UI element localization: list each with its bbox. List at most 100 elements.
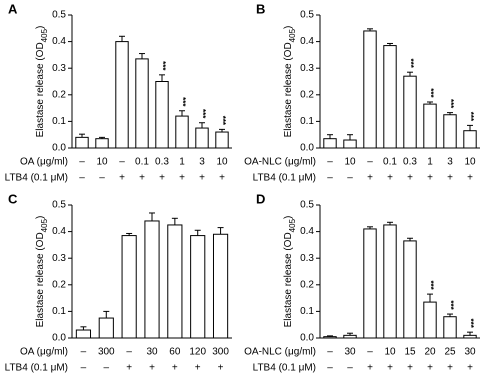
row-value: + — [447, 173, 453, 184]
y-tick-label: 0.4 — [52, 226, 66, 237]
row-value: + — [407, 173, 413, 184]
row-value: – — [327, 157, 333, 168]
y-axis-label-part: ) — [35, 216, 46, 219]
row-label: OA-NLC (μg/ml) — [244, 347, 316, 358]
bar — [212, 233, 229, 339]
y-tick-label: 0.0 — [300, 143, 314, 154]
y-tick-label: 0.3 — [52, 63, 66, 74]
row-value: 300 — [98, 347, 115, 358]
bar — [323, 336, 337, 339]
row-value: – — [327, 173, 333, 184]
row-label: OA-NLC (μg/ml) — [244, 157, 316, 168]
row-label: LTB4 (0.1 μM) — [5, 173, 68, 184]
y-tick-label: 0.5 — [52, 10, 66, 21]
row-value: 10 — [216, 157, 228, 168]
row-value: – — [104, 363, 110, 374]
row-value: 10 — [464, 157, 476, 168]
row-value: 3 — [199, 157, 205, 168]
bar — [135, 58, 149, 149]
y-tick-label: 0.3 — [300, 63, 314, 74]
y-axis-label-part: Elastase release (OD — [283, 232, 294, 327]
row-value: 300 — [212, 347, 229, 358]
bar — [75, 136, 89, 149]
row-value: + — [218, 363, 224, 374]
row-value: – — [119, 157, 125, 168]
bar — [121, 235, 137, 339]
row-label: LTB4 (0.1 μM) — [253, 173, 316, 184]
bar — [343, 334, 357, 339]
bar — [423, 103, 437, 149]
bar — [98, 317, 114, 339]
row-value: + — [467, 173, 473, 184]
bar — [443, 316, 457, 339]
row-value: 25 — [444, 347, 456, 358]
bar — [463, 334, 477, 339]
row-value: + — [427, 363, 433, 374]
y-tick-label: 0.1 — [300, 306, 314, 317]
row-value: 60 — [169, 347, 181, 358]
row-value: 0.3 — [403, 157, 417, 168]
panel-letter: D — [256, 191, 265, 206]
panel-letter: A — [8, 1, 18, 16]
significance: *** — [406, 59, 415, 69]
bar — [423, 301, 437, 339]
significance: *** — [426, 88, 435, 98]
y-tick-label: 0.0 — [52, 333, 66, 344]
y-tick-label: 0.2 — [52, 89, 66, 100]
bar — [403, 240, 417, 339]
row-value: 15 — [404, 347, 416, 358]
y-axis-label-part: ) — [283, 216, 294, 219]
y-axis-label-part: ) — [283, 26, 294, 29]
row-value: + — [119, 173, 125, 184]
row-value: – — [79, 173, 85, 184]
y-axis-label-part: 405 — [40, 28, 49, 42]
row-value: – — [79, 157, 85, 168]
y-axis-label-part: 405 — [288, 28, 297, 42]
row-value: – — [327, 347, 333, 358]
row-value: + — [407, 363, 413, 374]
bar — [363, 228, 377, 339]
y-tick-label: 0.2 — [300, 89, 314, 100]
row-value: 0.1 — [383, 157, 397, 168]
row-value: 30 — [464, 347, 476, 358]
panel-letter: C — [8, 191, 18, 206]
row-value: + — [427, 173, 433, 184]
significance: *** — [446, 300, 455, 310]
row-value: + — [387, 363, 393, 374]
row-label: OA (μg/ml) — [20, 157, 68, 168]
y-tick-label: 0.3 — [300, 253, 314, 264]
row-value: 10 — [96, 157, 108, 168]
row-value: + — [195, 363, 201, 374]
row-value: – — [367, 157, 373, 168]
row-value: – — [99, 173, 105, 184]
y-tick-label: 0.3 — [52, 253, 66, 264]
y-tick-label: 0.5 — [300, 10, 314, 21]
row-value: + — [447, 363, 453, 374]
bar — [95, 138, 109, 149]
row-value: + — [179, 173, 185, 184]
significance: *** — [178, 97, 187, 107]
row-value: + — [172, 363, 178, 374]
bar — [195, 127, 209, 149]
bar — [155, 81, 169, 149]
row-value: + — [159, 173, 165, 184]
row-value: + — [219, 173, 225, 184]
bar — [115, 41, 129, 149]
y-tick-label: 0.5 — [300, 200, 314, 211]
row-value: 10 — [384, 347, 396, 358]
bar — [383, 224, 397, 339]
significance: *** — [466, 318, 475, 328]
row-value: 1 — [179, 157, 185, 168]
y-tick-label: 0.1 — [300, 116, 314, 127]
y-tick-label: 0.4 — [300, 36, 314, 47]
y-axis-label: Elastase release (OD405) — [35, 216, 49, 328]
y-tick-label: 0.2 — [52, 279, 66, 290]
y-tick-label: 0.2 — [300, 279, 314, 290]
row-label: LTB4 (0.1 μM) — [5, 363, 68, 374]
bar — [383, 45, 397, 149]
row-value: – — [81, 363, 87, 374]
row-value: – — [81, 347, 87, 358]
row-value: 30 — [146, 347, 158, 358]
y-axis-label: Elastase release (OD405) — [283, 26, 297, 138]
